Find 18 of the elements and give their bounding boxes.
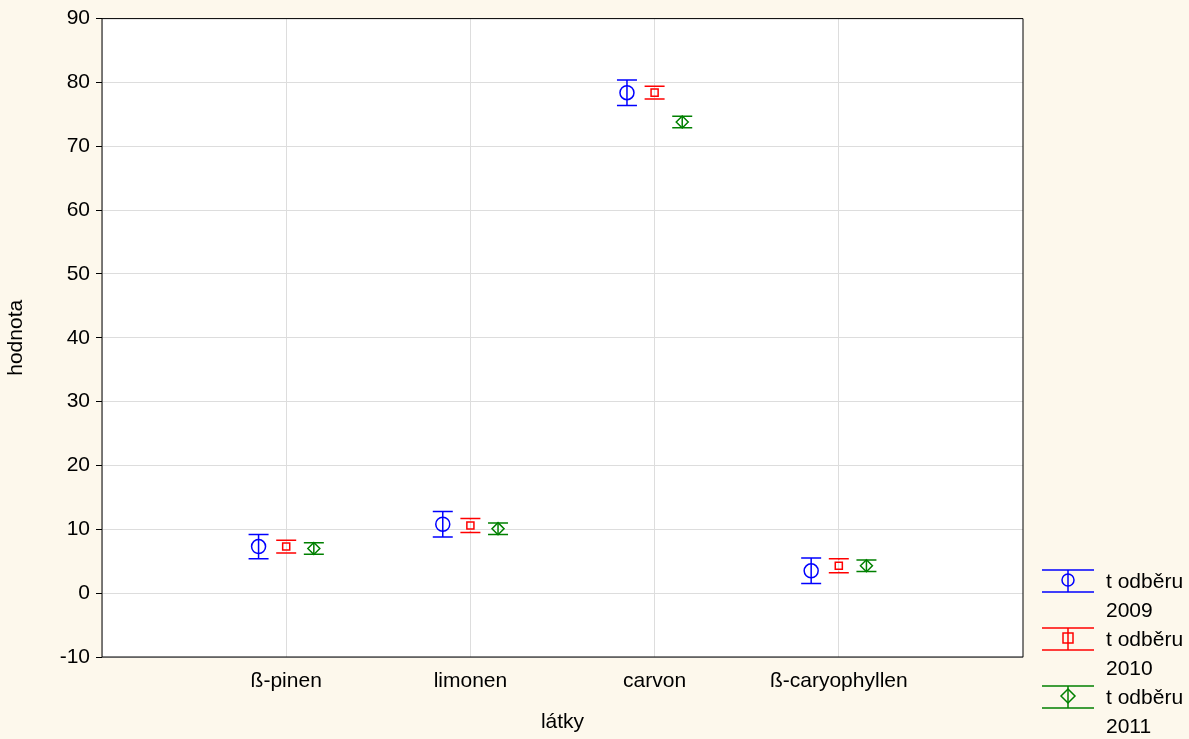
x-tick-label: ß-pinen [250,668,322,692]
y-tick-label: 70 [66,133,90,157]
y-tick-label: 10 [66,516,90,540]
x-tick-label: ß-caryophyllen [769,668,908,692]
x-tick-label: carvon [623,668,687,692]
x-tick-label: limonen [433,668,508,692]
y-tick-label: 30 [66,388,90,412]
x-axis-title: látky [540,709,585,733]
y-tick-label: 80 [66,69,90,93]
y-tick-label: 0 [78,579,90,603]
y-tick-label: 20 [66,452,90,476]
y-tick-label: 40 [66,324,90,348]
y-axis-title: hodnota [3,299,27,376]
y-tick-label: 90 [66,5,90,29]
y-tick-label: 50 [66,260,90,284]
y-tick-label: 60 [66,196,90,220]
legend-label: t odběru 2011 [1106,684,1185,739]
y-tick-label: -10 [59,643,90,667]
